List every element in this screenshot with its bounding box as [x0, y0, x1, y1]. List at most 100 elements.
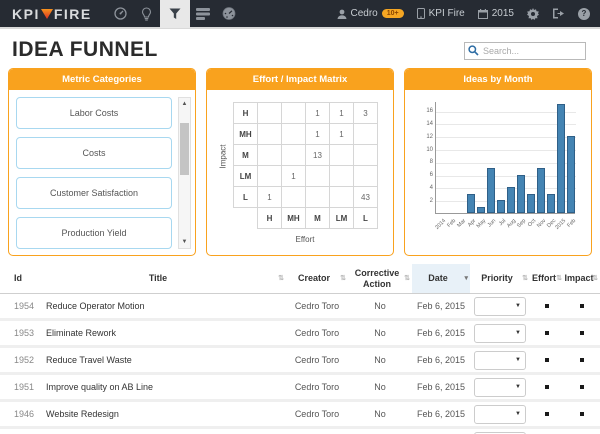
app-switcher[interactable]: KPI Fire — [416, 8, 465, 19]
chart-bar[interactable] — [517, 174, 525, 213]
metric-category-item[interactable]: Labor Costs — [16, 97, 172, 129]
sort-desc-icon: ▾ — [464, 274, 468, 282]
page-header: IDEA FUNNEL — [0, 29, 600, 62]
scrollbar-thumb[interactable] — [180, 123, 189, 175]
table-row[interactable]: 1952 Reduce Travel Waste Cedro Toro No Feb 6… — [0, 348, 600, 375]
metric-scrollbar[interactable]: ▲ ▼ — [178, 97, 191, 249]
column-header-title[interactable]: Title ⇅ — [36, 264, 286, 293]
matrix-col-label: H — [257, 207, 282, 229]
matrix-cell[interactable] — [257, 123, 282, 145]
matrix-cell[interactable] — [281, 186, 306, 208]
table-row[interactable]: 1953 Eliminate Rework Cedro Toro No Feb 6, 2… — [0, 321, 600, 348]
logo-fire-text: FIRE — [53, 5, 92, 22]
bar-chart-plot: 2 4 6 8 10 12 14 16 2014 Feb Mar Apr May Jun Jul Aug Sep… — [426, 102, 577, 231]
matrix-cell[interactable] — [353, 165, 378, 187]
effort-impact-matrix: H 1 1 3 MH 1 1 M 13 LM 1 L 1 43 H MH M LM L — [233, 102, 378, 229]
kpi-fire-logo[interactable]: KPI FIRE — [12, 6, 92, 22]
navbar-divider — [0, 27, 600, 29]
effort-marker — [545, 304, 549, 308]
matrix-cell[interactable] — [281, 123, 306, 145]
matrix-cell[interactable] — [329, 186, 354, 208]
lightbulb-icon[interactable] — [134, 0, 160, 27]
sort-icon: ⇅ — [278, 274, 284, 282]
matrix-cell[interactable]: 1 — [305, 123, 330, 145]
matrix-cell[interactable] — [281, 102, 306, 124]
metric-category-item[interactable]: Production Yield — [16, 217, 172, 249]
column-header-label: Date — [428, 273, 448, 284]
priority-select[interactable] — [474, 404, 526, 424]
chart-bar[interactable] — [557, 104, 565, 213]
help-icon[interactable]: ? — [578, 7, 590, 20]
matrix-y-axis-label: Impact — [218, 144, 228, 169]
row-creator: Cedro Toro — [294, 301, 340, 311]
row-id: 1953 — [14, 328, 35, 338]
chart-bar[interactable] — [467, 193, 475, 213]
chart-bar[interactable] — [547, 193, 555, 213]
matrix-cell[interactable]: 1 — [329, 102, 354, 124]
matrix-cell[interactable]: 1 — [281, 165, 306, 187]
chart-bar[interactable] — [497, 200, 505, 213]
column-header-corrective-action[interactable]: Corrective Action ⇅ — [348, 264, 412, 293]
matrix-cell[interactable]: 1 — [329, 123, 354, 145]
matrix-cell[interactable] — [305, 165, 330, 187]
notification-badge[interactable]: 10+ — [381, 9, 404, 18]
column-header-impact[interactable]: Impact ⇅ — [564, 264, 600, 293]
matrix-cell[interactable] — [281, 144, 306, 166]
table-row[interactable]: 1954 Reduce Operator Motion Cedro Toro No Fe… — [0, 294, 600, 321]
matrix-cell[interactable] — [257, 144, 282, 166]
matrix-cell[interactable] — [257, 165, 282, 187]
column-header-label: Title — [148, 273, 168, 284]
priority-select[interactable] — [474, 377, 526, 397]
matrix-cell[interactable]: 13 — [305, 144, 330, 166]
matrix-corner — [234, 208, 258, 229]
column-header-creator[interactable]: Creator ⇅ — [286, 264, 348, 293]
row-priority-cell — [470, 404, 530, 424]
idea-funnel-filter-icon[interactable] — [159, 0, 190, 28]
matrix-cell[interactable]: 1 — [305, 102, 330, 124]
search-input[interactable] — [464, 42, 586, 60]
matrix-col-label: M — [305, 207, 330, 229]
matrix-cell[interactable]: 1 — [257, 186, 282, 208]
matrix-cell[interactable] — [353, 123, 378, 145]
priority-select[interactable] — [474, 296, 526, 316]
priority-select[interactable] — [474, 323, 526, 343]
matrix-cell[interactable]: 43 — [353, 186, 378, 208]
scroll-up-arrow-icon[interactable]: ▲ — [181, 101, 188, 107]
matrix-cell[interactable] — [305, 186, 330, 208]
priority-select[interactable] — [474, 350, 526, 370]
signout-icon[interactable] — [552, 0, 565, 27]
user-menu[interactable]: Cedro 10+ — [337, 8, 404, 19]
charts-gauge-icon[interactable] — [216, 0, 242, 27]
table-row[interactable]: 1951 Improve quality on AB Line Cedro Toro… — [0, 375, 600, 402]
chart-bar[interactable] — [507, 187, 515, 213]
column-header-priority[interactable]: Priority ⇅ — [470, 264, 530, 293]
metric-category-item[interactable]: Customer Satisfaction — [16, 177, 172, 209]
chart-bar[interactable] — [537, 168, 545, 213]
table-row[interactable] — [0, 429, 600, 434]
dashboard-speedometer-icon[interactable] — [108, 0, 134, 27]
year-selector[interactable]: 2015 — [477, 8, 514, 19]
projects-list-icon[interactable] — [190, 0, 216, 27]
matrix-cell[interactable]: 3 — [353, 102, 378, 124]
chart-bar[interactable] — [477, 206, 485, 213]
column-header-date[interactable]: Date ▾ — [412, 264, 470, 293]
priority-select[interactable] — [474, 431, 526, 434]
chart-bar[interactable] — [487, 168, 495, 213]
column-header-id[interactable]: Id — [0, 264, 36, 293]
chart-bar[interactable] — [567, 136, 575, 213]
sort-icon: ⇅ — [404, 274, 410, 282]
column-header-effort[interactable]: Effort ⇅ — [530, 264, 564, 293]
chart-bar[interactable] — [527, 193, 535, 213]
settings-gear-icon[interactable] — [527, 0, 539, 27]
matrix-cell[interactable] — [329, 144, 354, 166]
row-id: 1952 — [14, 355, 35, 365]
matrix-cell[interactable] — [257, 102, 282, 124]
row-date: Feb 6, 2015 — [416, 301, 466, 311]
table-row[interactable]: 1946 Website Redesign Cedro Toro No Feb 6, 2… — [0, 402, 600, 429]
scroll-down-arrow-icon[interactable]: ▼ — [181, 239, 188, 245]
metric-category-item[interactable]: Costs — [16, 137, 172, 169]
row-priority-cell — [470, 350, 530, 370]
matrix-cell[interactable] — [329, 165, 354, 187]
chart-gridline — [436, 137, 576, 139]
matrix-cell[interactable] — [353, 144, 378, 166]
